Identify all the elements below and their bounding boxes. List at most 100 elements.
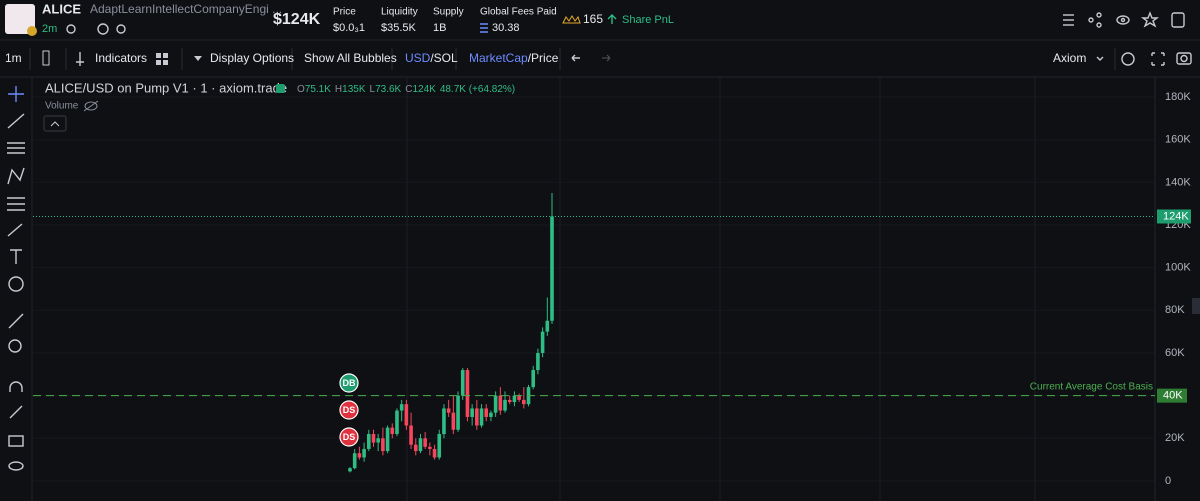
y-tick-label: 20K: [1165, 432, 1185, 444]
candle-body: [409, 425, 413, 445]
candle-body: [376, 438, 380, 443]
trade-bubble-label: DS: [343, 405, 356, 415]
candle-body: [413, 444, 418, 452]
chart-actions[interactable]: [1121, 52, 1192, 66]
candle-body: [460, 370, 465, 396]
indicators-icon[interactable]: [76, 52, 84, 66]
candle-body: [446, 408, 451, 413]
status-dot: [276, 84, 285, 93]
candle-body: [475, 408, 479, 426]
share-pnl[interactable]: Share PnL: [622, 14, 674, 26]
candle-body: [498, 395, 503, 411]
legend-label: L: [370, 84, 376, 95]
candle-body: [507, 399, 512, 403]
layout-icon[interactable]: [156, 53, 168, 65]
candle-body: [385, 427, 390, 452]
chart-title: ALICE/USD on Pump V1 · 1 · axiom.trade: [45, 80, 287, 95]
badge: [27, 26, 37, 36]
candle-body: [540, 331, 545, 353]
legend-label: O: [297, 84, 305, 95]
hide-icon[interactable]: [83, 100, 99, 112]
candle-body: [465, 370, 470, 417]
currency-toggle[interactable]: USD/SOL: [405, 51, 458, 65]
candle-body: [428, 446, 432, 449]
candle-body: [451, 412, 456, 430]
y-tick-label: 0: [1165, 475, 1171, 487]
candle-body: [366, 434, 371, 449]
candle-body: [371, 434, 376, 443]
legend-value: 75.1K: [305, 84, 331, 95]
y-tick-label: 140K: [1165, 176, 1191, 188]
candle-body: [503, 399, 507, 411]
candle-body: [517, 395, 521, 400]
candle-body: [479, 408, 484, 426]
trade-bubble-label: DB: [343, 378, 356, 388]
candle-body: [512, 395, 517, 403]
legend-value: 124K: [412, 84, 436, 95]
candle-body: [470, 408, 474, 417]
candle-body: [404, 404, 409, 426]
option[interactable]: USD: [405, 51, 431, 65]
legend-value: 135K: [342, 84, 366, 95]
option[interactable]: /SOL: [430, 51, 458, 65]
y-tick-label: 100K: [1165, 262, 1191, 274]
sol-icon: [480, 23, 488, 33]
candle-body: [536, 352, 540, 371]
option[interactable]: /Price: [528, 51, 559, 65]
holders: 165: [583, 12, 603, 26]
show-bubbles[interactable]: Show All Bubbles: [304, 51, 397, 65]
trade-bubble-label: DS: [343, 432, 356, 442]
candle-body: [493, 395, 498, 413]
price-tag-label: 124K: [1163, 210, 1189, 222]
header-actions[interactable]: [1063, 11, 1185, 28]
legend-label: H: [335, 84, 342, 95]
stat-value: 30.38: [492, 22, 520, 34]
caret[interactable]: [50, 121, 60, 127]
candle-body: [545, 320, 550, 332]
candle-body: [399, 404, 404, 411]
candle-body: [489, 412, 493, 417]
trade-bubble[interactable]: [339, 400, 359, 420]
display-options[interactable]: Display Options: [210, 51, 294, 65]
redo[interactable]: [602, 54, 611, 62]
candle-body: [432, 448, 437, 458]
volume-label: Volume: [45, 101, 79, 112]
stat-value: 1B: [433, 22, 446, 34]
legend-value: 73.6K: [375, 84, 401, 95]
candle-body: [456, 395, 460, 430]
interval[interactable]: 1m: [5, 51, 22, 65]
caret[interactable]: [194, 56, 202, 61]
candle-body: [362, 448, 366, 458]
plot: [33, 193, 1155, 473]
stat-label: Global Fees Paid: [480, 7, 557, 18]
candle-body: [381, 438, 385, 452]
stat-label: Price: [333, 7, 356, 18]
price-tag: [1157, 209, 1191, 224]
legend-change: 48.7K (+64.82%): [440, 84, 515, 95]
caret[interactable]: [1096, 56, 1104, 61]
drawing-tools[interactable]: [7, 86, 25, 471]
trade-bubble[interactable]: [339, 427, 359, 447]
y-tick-label: 60K: [1165, 347, 1185, 359]
share-icon[interactable]: [607, 14, 617, 24]
indicators[interactable]: Indicators: [95, 51, 147, 65]
link-icons[interactable]: [66, 23, 126, 35]
stat-label: Supply: [433, 7, 464, 18]
scroll-handle[interactable]: [1192, 298, 1200, 314]
candle-body: [423, 438, 427, 447]
symbol: ALICE: [42, 1, 81, 16]
vertical-grid: [406, 77, 1036, 501]
cost-basis-label: Current Average Cost Basis: [1030, 381, 1153, 392]
token-name[interactable]: AdaptLearnIntellectCompanyEngi ...: [90, 2, 282, 16]
mode-toggle[interactable]: MarketCap/Price: [469, 51, 559, 65]
grid: [33, 96, 1155, 482]
trade-bubble[interactable]: [339, 373, 359, 393]
option[interactable]: MarketCap: [469, 51, 528, 65]
candle-body: [442, 408, 446, 435]
candle-body: [390, 427, 395, 435]
collapse-button[interactable]: [43, 115, 67, 132]
undo[interactable]: [571, 54, 580, 62]
candle-icon[interactable]: [42, 50, 50, 66]
source[interactable]: Axiom: [1053, 51, 1086, 65]
